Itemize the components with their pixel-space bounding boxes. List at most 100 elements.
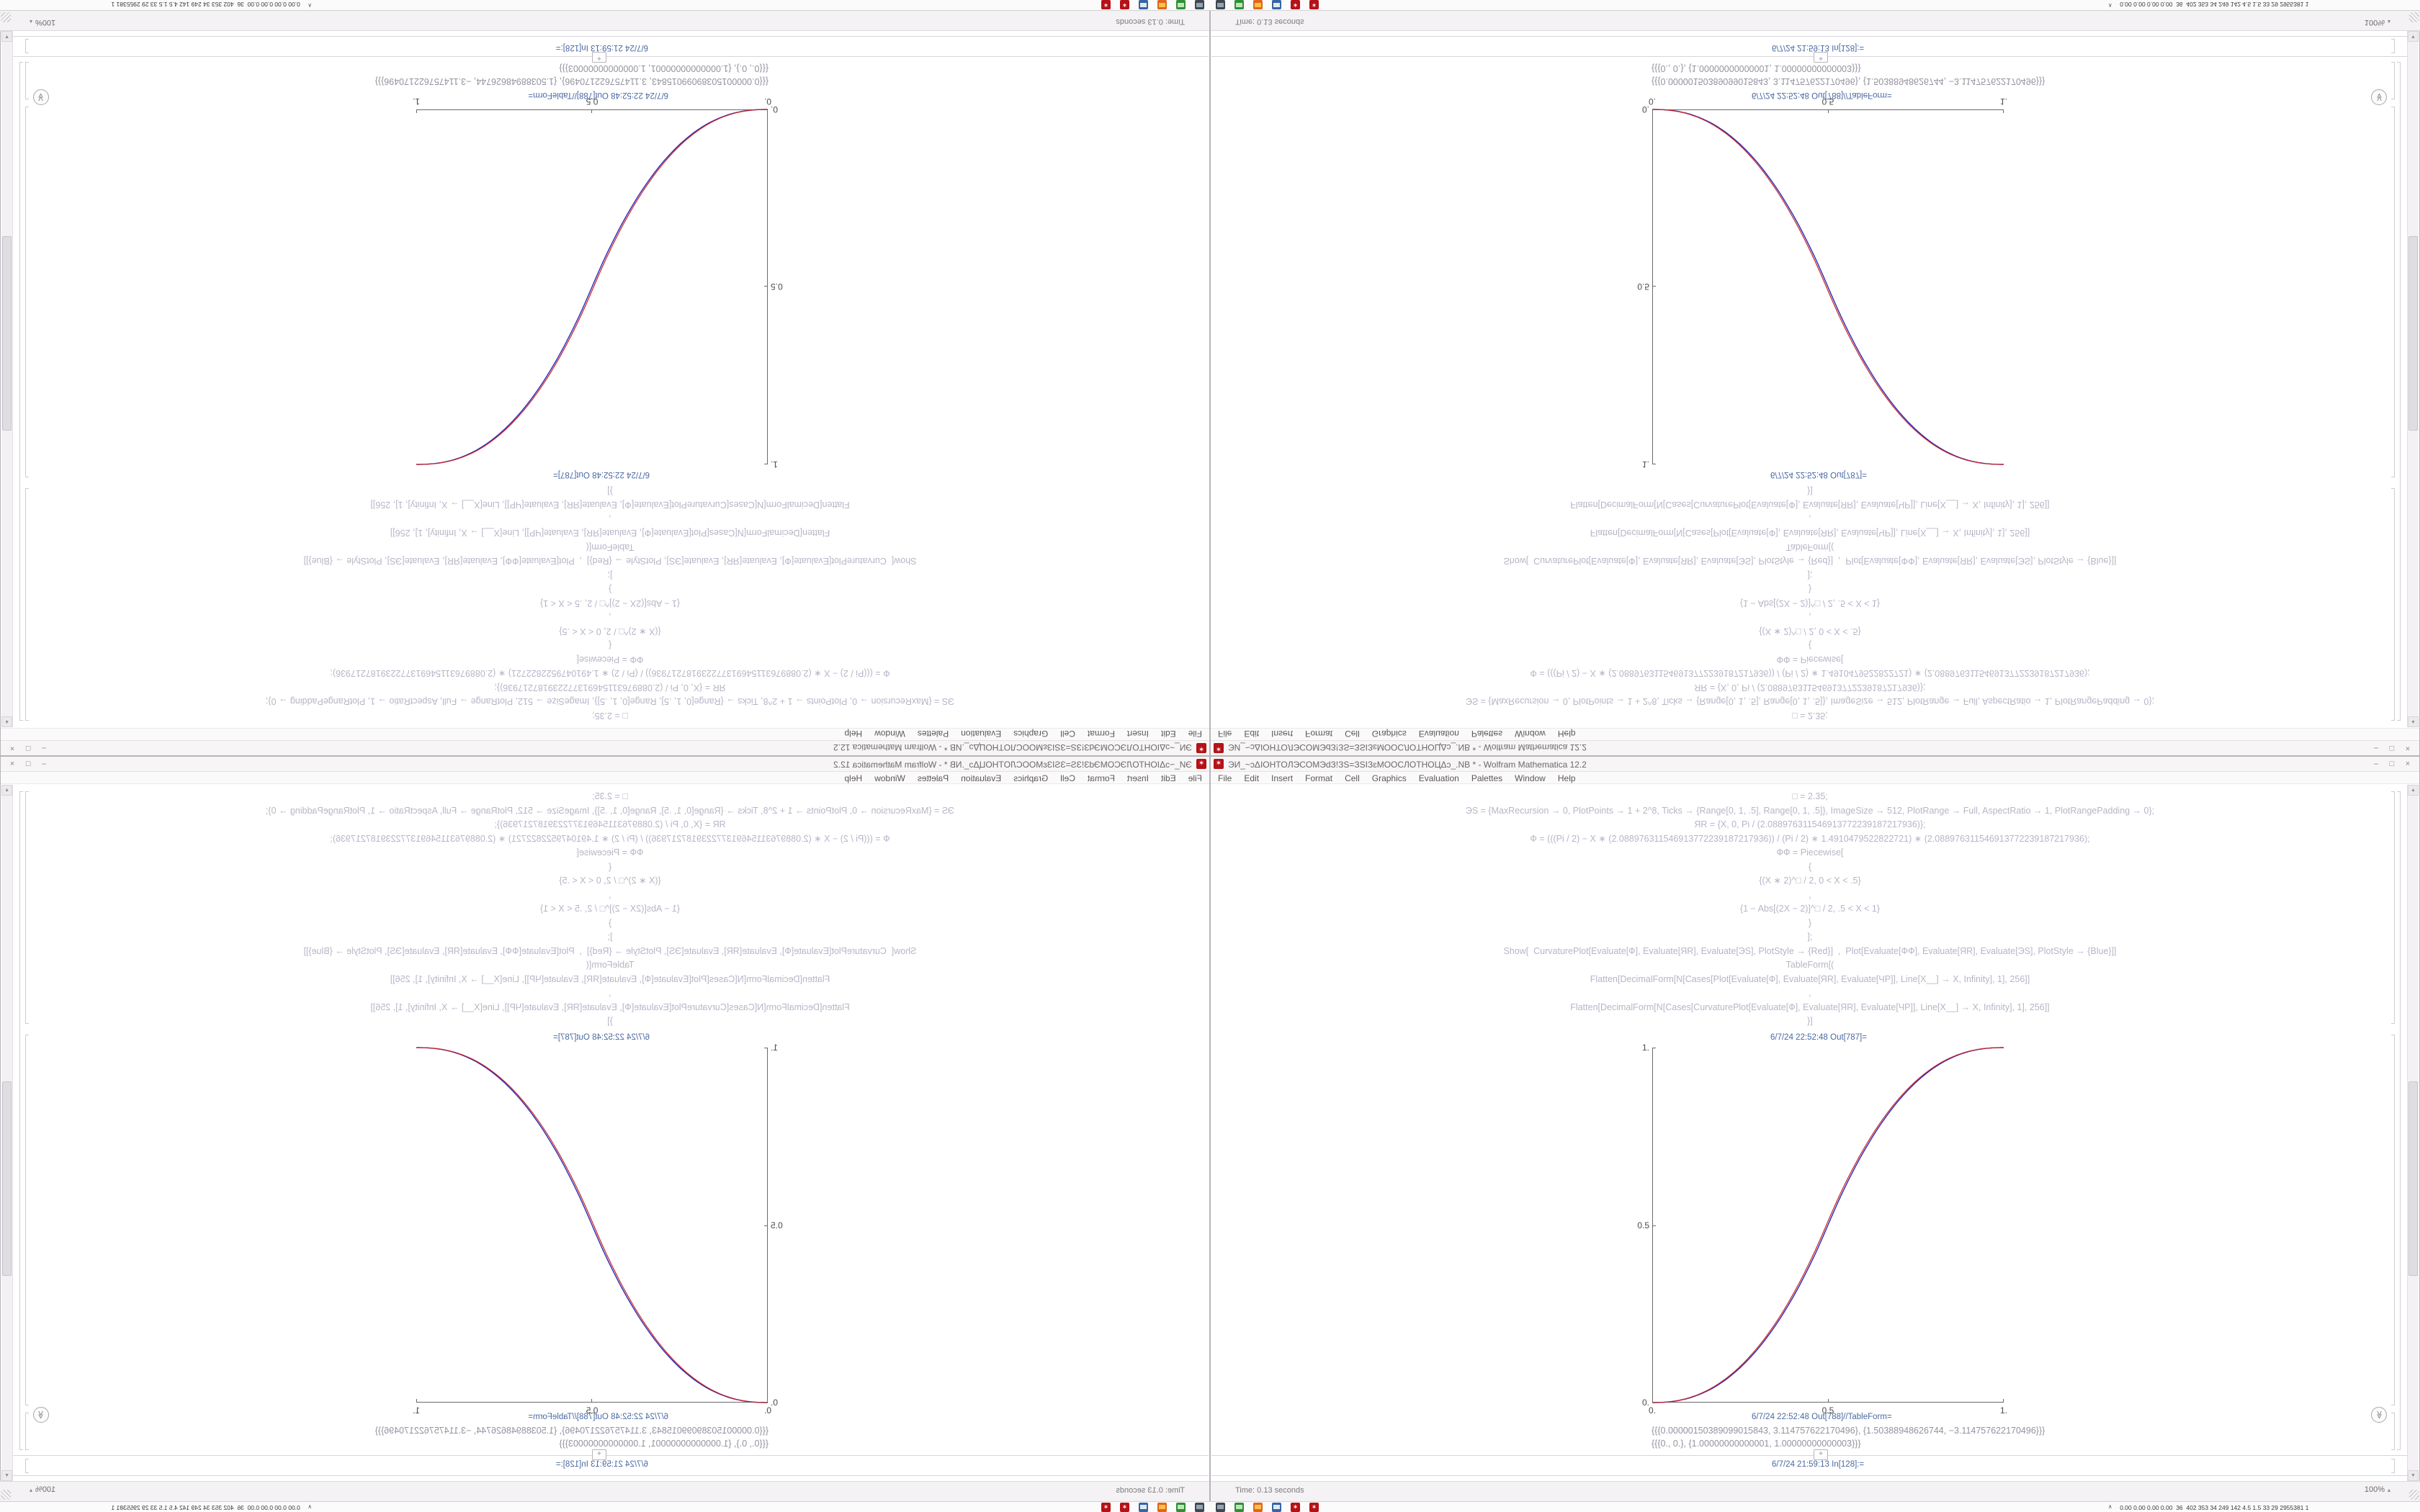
mathematica-icon[interactable]: ✶	[1120, 0, 1129, 9]
input-code-line[interactable]: {(X ∗ 2)^□ / 2, 0 < X < .5}	[559, 876, 661, 886]
input-code-line[interactable]: ФФ = Piecewise[	[576, 847, 644, 858]
scroll-to-end-button[interactable]: ≫	[2371, 1407, 2387, 1423]
menu-insert[interactable]: Insert	[1271, 773, 1294, 783]
window-titlebar[interactable]: ✶ ЭИ_~ɔΔIOHTOЛЭCOMЭdЗ!ЗS=ЗSIЗɛMOOCЛOTHOЦ…	[1211, 740, 2419, 755]
maximize-button[interactable]: □	[25, 760, 31, 768]
input-code-line[interactable]: ,	[609, 988, 611, 998]
menu-insert[interactable]: Insert	[1126, 729, 1149, 739]
mathematica-icon[interactable]: ✶	[1291, 1503, 1300, 1512]
maximize-button[interactable]: □	[2389, 760, 2395, 768]
menu-edit[interactable]: Edit	[1160, 773, 1176, 783]
scroll-to-end-button[interactable]: ≫	[2371, 89, 2387, 105]
input-code-line[interactable]: □ = 2.35;	[1792, 711, 1828, 721]
input-code-line[interactable]: Show[ CurvaturePlot[Evaluate[Ф], Evaluat…	[303, 556, 917, 567]
input-code-line[interactable]: Ф = (((Pi / 2) − X ∗ (2.0889763115469137…	[330, 833, 890, 844]
close-button[interactable]: ×	[9, 760, 15, 768]
input-code-line[interactable]: }]	[1807, 1016, 1813, 1026]
resize-grip-icon[interactable]	[2409, 1490, 2419, 1500]
input-code-line[interactable]: {1 − Abs[(2X − 2)]^□ / 2, .5 < X < 1}	[539, 904, 681, 914]
scrollbar-thumb[interactable]	[2408, 236, 2418, 431]
resize-grip-icon[interactable]	[1, 12, 11, 22]
browser-icon[interactable]	[1157, 0, 1167, 9]
input-code-line[interactable]: ,	[1809, 889, 1811, 900]
menu-file[interactable]: File	[1218, 773, 1232, 783]
magnification-control[interactable]: 100%▴	[2364, 18, 2390, 27]
menu-format[interactable]: Format	[1087, 729, 1115, 739]
input-code-line[interactable]: ЯR = {X, 0, Pi / (2.08897631154691377223…	[1694, 819, 1926, 829]
input-code-line[interactable]: Show[ CurvaturePlot[Evaluate[Ф], Evaluat…	[1503, 945, 2117, 956]
input-code-line[interactable]: }	[608, 584, 612, 595]
computer-icon[interactable]	[1195, 0, 1204, 9]
input-code-line[interactable]: }	[608, 917, 612, 928]
input-code-line[interactable]: {1 − Abs[(2X − 2)]^□ / 2, .5 < X < 1}	[1739, 904, 1881, 914]
input-code-line[interactable]: ЭS = {MaxRecursion → 0, PlotPoints → 1 +…	[1465, 696, 2155, 707]
menu-file[interactable]: File	[1188, 773, 1202, 783]
menu-palettes[interactable]: Palettes	[1471, 773, 1503, 783]
menu-palettes[interactable]: Palettes	[917, 729, 949, 739]
input-code-line[interactable]: TableForm[(	[1785, 542, 1834, 552]
vertical-scrollbar[interactable]: ▲ ▼	[2407, 785, 2419, 1481]
input-code-line[interactable]: {1 − Abs[(2X − 2)]^□ / 2, .5 < X < 1}	[539, 598, 681, 608]
menu-help[interactable]: Help	[1557, 773, 1576, 783]
menu-evaluation[interactable]: Evaluation	[1418, 773, 1459, 783]
input-code-line[interactable]: {	[608, 861, 612, 872]
close-button[interactable]: ×	[2405, 744, 2411, 752]
input-code-line[interactable]: ЯR = {X, 0, Pi / (2.08897631154691377223…	[494, 683, 726, 693]
input-code-line[interactable]: TableForm[(	[1785, 960, 1834, 970]
input-code-line[interactable]: TableForm[(	[586, 960, 635, 970]
browser-icon[interactable]	[1253, 0, 1263, 9]
computer-icon[interactable]	[1216, 0, 1225, 9]
window-titlebar[interactable]: ✶ ЭИ_~ɔΔIOHTOЛЭCOMЭdЗ!ЗS=ЗSIЗɛMOOCЛOTHOЦ…	[1211, 757, 2419, 772]
mathematica-icon[interactable]: ✶	[1101, 0, 1111, 9]
mathematica-icon[interactable]: ✶	[1309, 0, 1319, 9]
input-code-line[interactable]: TableForm[(	[586, 542, 635, 552]
cell-bracket-group[interactable]	[19, 791, 23, 1450]
insert-cell-button[interactable]: +	[1814, 1449, 1828, 1460]
terminal-icon[interactable]	[1176, 1503, 1186, 1512]
menu-help[interactable]: Help	[1557, 729, 1576, 739]
cell-bracket-group[interactable]	[2397, 791, 2401, 1450]
input-code-line[interactable]: □ = 2.35;	[1792, 791, 1828, 801]
menu-evaluation[interactable]: Evaluation	[1418, 729, 1459, 739]
input-code-line[interactable]: ];	[607, 932, 613, 942]
input-code-line[interactable]: ФФ = Piecewise[	[1776, 654, 1844, 665]
scroll-down-icon[interactable]: ▼	[1, 31, 12, 42]
menu-graphics[interactable]: Graphics	[1013, 773, 1049, 783]
input-code-line[interactable]: }	[1808, 917, 1812, 928]
input-code-line[interactable]: □ = 2.35;	[592, 791, 628, 801]
input-code-line[interactable]: ФФ = Piecewise[	[576, 654, 644, 665]
magnification-control[interactable]: 100%▴	[30, 1485, 56, 1494]
window-titlebar[interactable]: ✶ ЭИ_~ɔΔIOHTOЛЭCOMЭdЗ!ЗS=ЗSIЗɛMOOCЛOTHOЦ…	[1, 740, 1209, 755]
input-code-line[interactable]: ЭS = {MaxRecursion → 0, PlotPoints → 1 +…	[1465, 805, 2155, 816]
input-code-line[interactable]: ];	[1807, 932, 1813, 942]
browser-icon[interactable]	[1157, 1503, 1167, 1512]
panel-collapse-icon[interactable]: ∧	[308, 1503, 313, 1510]
input-code-line[interactable]: }]	[1807, 486, 1813, 496]
cell-bracket-output-table[interactable]	[25, 62, 29, 99]
menu-cell[interactable]: Cell	[1345, 729, 1360, 739]
input-code-line[interactable]: ,	[1809, 514, 1811, 524]
computer-icon[interactable]	[1216, 1503, 1225, 1512]
input-code-line[interactable]: {1 − Abs[(2X − 2)]^□ / 2, .5 < X < 1}	[1739, 598, 1881, 608]
cell-insertion-line[interactable]	[12, 56, 1209, 57]
scrollbar-thumb[interactable]	[2, 1081, 12, 1276]
cell-bracket-input[interactable]	[25, 791, 29, 1024]
mathematica-icon[interactable]: ✶	[1291, 0, 1300, 9]
input-code-line[interactable]: □ = 2.35;	[592, 711, 628, 721]
insert-cell-button[interactable]: +	[592, 1449, 606, 1460]
computer-icon[interactable]	[1195, 1503, 1204, 1512]
menu-window[interactable]: Window	[1515, 773, 1546, 783]
input-code-line[interactable]: Flatten[DecimalForm[N[Cases[Plot[Evaluat…	[390, 528, 830, 539]
resize-grip-icon[interactable]	[1, 1490, 11, 1500]
input-code-line[interactable]: }	[1808, 584, 1812, 595]
input-code-line[interactable]: Flatten[DecimalForm[N[Cases[CurvaturePlo…	[370, 1002, 850, 1012]
scroll-down-icon[interactable]: ▼	[1, 1470, 12, 1481]
panel-collapse-icon[interactable]: ∧	[2107, 2, 2112, 9]
input-code-line[interactable]: Ф = (((Pi / 2) − X ∗ (2.0889763115469137…	[330, 668, 890, 679]
input-code-line[interactable]: ЯR = {X, 0, Pi / (2.08897631154691377223…	[1694, 683, 1926, 693]
menu-format[interactable]: Format	[1305, 729, 1333, 739]
scroll-to-end-button[interactable]: ≫	[33, 1407, 49, 1423]
input-code-line[interactable]: Flatten[DecimalForm[N[Cases[Plot[Evaluat…	[1590, 973, 2030, 984]
input-code-line[interactable]: }]	[607, 486, 613, 496]
cell-insertion-line[interactable]	[12, 36, 1209, 37]
